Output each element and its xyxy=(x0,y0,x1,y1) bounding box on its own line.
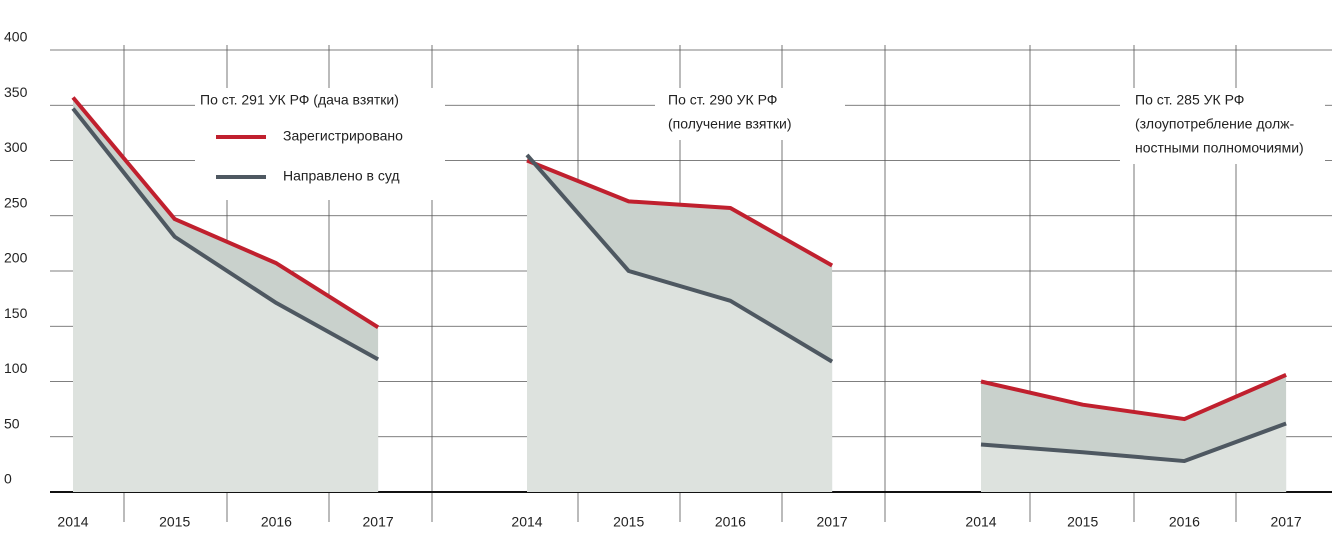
y-tick-label: 400 xyxy=(4,29,28,45)
panel-title: По ст. 285 УК РФ xyxy=(1135,92,1244,108)
line xyxy=(980,373,1287,422)
y-tick-label: 200 xyxy=(4,250,28,266)
x-tick-label: 2014 xyxy=(965,514,996,530)
y-tick-label: 150 xyxy=(4,305,28,321)
legend-label: Зарегистрировано xyxy=(283,128,403,144)
x-tick-label: 2016 xyxy=(261,514,292,530)
x-tick-label: 2017 xyxy=(817,514,848,530)
x-tick-label: 2016 xyxy=(715,514,746,530)
y-tick-label: 350 xyxy=(4,84,28,100)
panel-title: (злоупотребление долж- xyxy=(1135,116,1295,132)
x-tick-label: 2015 xyxy=(1067,514,1098,530)
area xyxy=(527,154,833,492)
panel-title: (получение взятки) xyxy=(668,116,792,132)
panel-title: По ст. 291 УК РФ (дача взятки) xyxy=(200,92,399,108)
title-box xyxy=(1120,88,1325,164)
line xyxy=(71,107,380,362)
x-tick-label: 2015 xyxy=(159,514,190,530)
line xyxy=(71,96,380,330)
x-tick-label: 2016 xyxy=(1169,514,1200,530)
x-tick-label: 2014 xyxy=(57,514,88,530)
panel-title: ностными полномочиями) xyxy=(1135,140,1304,156)
y-tick-label: 300 xyxy=(4,139,28,155)
line xyxy=(980,421,1287,464)
title-box xyxy=(655,88,845,140)
y-tick-label: 50 xyxy=(4,415,20,431)
x-tick-label: 2015 xyxy=(613,514,644,530)
y-tick-label: 100 xyxy=(4,360,28,376)
panel-title: По ст. 290 УК РФ xyxy=(668,92,777,108)
line xyxy=(526,158,834,268)
foreground: 0 50 100 150 200 250 300 350 400 2014 2015 2016 2017… xyxy=(4,29,1304,530)
line xyxy=(525,153,834,364)
x-tick-label: 2017 xyxy=(363,514,394,530)
y-tick-label: 250 xyxy=(4,194,28,210)
title-boxes xyxy=(195,88,1325,200)
y-tick-label: 0 xyxy=(4,471,12,487)
x-tick-label: 2014 xyxy=(511,514,542,530)
title-box xyxy=(195,88,445,200)
x-tick-label: 2017 xyxy=(1271,514,1302,530)
area xyxy=(73,108,379,492)
legend-label: Направлено в суд xyxy=(283,168,400,184)
